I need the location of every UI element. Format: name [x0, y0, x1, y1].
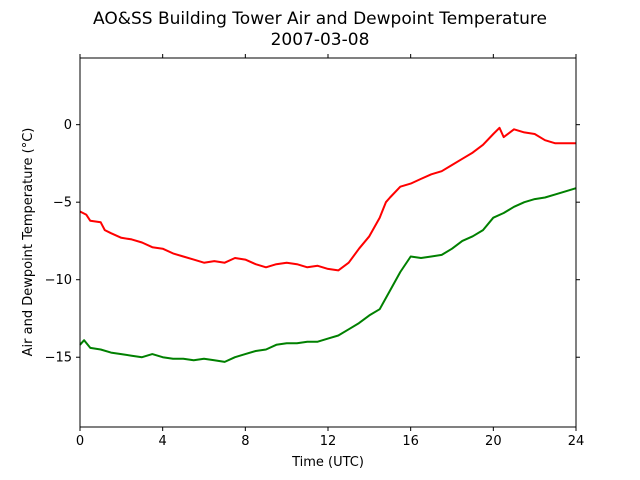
y-tick-label: −10 — [45, 273, 72, 288]
chart-title: AO&SS Building Tower Air and Dewpoint Te… — [93, 9, 547, 29]
x-tick-label: 24 — [568, 434, 585, 449]
series-layer — [79, 126, 577, 363]
axes-layer: 0 4 8 12 16 20 24 −15 −10 −5 0 — [45, 54, 585, 449]
y-tick-label: −15 — [45, 351, 72, 366]
x-tick-label: 16 — [402, 434, 419, 449]
x-tick-label: 4 — [159, 434, 167, 449]
series-line-1 — [79, 126, 576, 272]
plot-frame — [79, 57, 577, 428]
series-line-2 — [79, 187, 577, 363]
x-tick-label: 12 — [320, 434, 337, 449]
x-tick-label: 8 — [241, 434, 249, 449]
y-tick-label: 0 — [64, 118, 72, 133]
x-tick-label: 20 — [485, 434, 502, 449]
x-axis-label: Time (UTC) — [291, 455, 364, 470]
x-tick-label: 0 — [76, 434, 84, 449]
y-axis-label: Air and Dewpoint Temperature (°C) — [21, 128, 36, 357]
y-tick-label: −5 — [53, 196, 72, 211]
chart-subtitle: 2007-03-08 — [271, 30, 370, 50]
